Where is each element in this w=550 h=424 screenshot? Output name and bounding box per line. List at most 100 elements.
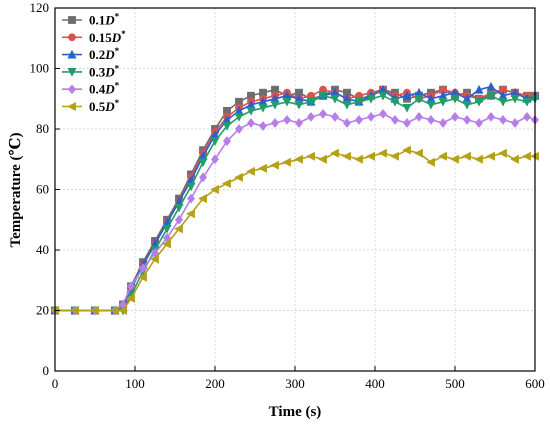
data-point [427, 115, 435, 125]
data-point [367, 112, 375, 122]
data-point [354, 154, 363, 164]
y-axis-title: Temperature (℃) [8, 132, 24, 247]
series-line [55, 149, 535, 312]
data-point [426, 157, 435, 167]
data-point [499, 115, 507, 125]
legend-label: 0.15D* [89, 29, 126, 45]
legend: 0.1D*0.15D*0.2D*0.3D*0.4D*0.5D* [62, 12, 126, 114]
data-point [318, 91, 328, 101]
data-point [474, 97, 484, 107]
data-point [415, 112, 423, 122]
data-point [282, 97, 292, 107]
legend-item: 0.15D* [62, 29, 126, 45]
data-point [295, 118, 303, 128]
legend-item: 0.1D* [62, 12, 120, 28]
data-point [150, 254, 159, 264]
legend-label-variable: D [104, 47, 115, 62]
data-point [330, 94, 340, 104]
data-point [403, 118, 411, 128]
data-point [270, 160, 279, 170]
data-point [294, 154, 303, 164]
data-point [174, 203, 184, 213]
legend-label-superscript: * [115, 81, 120, 91]
legend-marker [67, 68, 77, 77]
legend-marker [67, 49, 77, 59]
data-point [258, 103, 268, 113]
data-point [307, 112, 315, 122]
data-point [438, 97, 448, 107]
data-point [523, 112, 531, 122]
x-tick-label: 600 [525, 376, 545, 391]
legend-item: 0.4D* [62, 81, 120, 97]
data-point [414, 148, 423, 158]
data-point [210, 137, 220, 146]
legend-label: 0.1D* [89, 12, 120, 28]
data-point [258, 163, 267, 173]
data-point [210, 185, 219, 194]
data-point [342, 100, 352, 110]
data-point [463, 115, 471, 125]
data-point [198, 158, 208, 168]
data-point [162, 224, 172, 234]
y-tick-label: 100 [30, 61, 50, 76]
legend-label-superscript: * [115, 63, 120, 73]
data-point [318, 154, 327, 164]
legend-label-variable: D [104, 13, 115, 28]
data-point [187, 193, 195, 204]
data-point [402, 103, 412, 113]
data-point [426, 100, 436, 110]
data-point [379, 109, 387, 119]
legend-marker [68, 33, 76, 42]
data-point [127, 281, 135, 292]
legend-label-number: 0.1 [89, 13, 105, 28]
data-point [439, 118, 447, 128]
data-point [70, 306, 79, 315]
legend-label-superscript: * [115, 98, 120, 108]
data-point [474, 154, 483, 164]
legend-marker [68, 84, 76, 95]
grid [55, 8, 535, 371]
legend-label-number: 0.3 [89, 64, 106, 79]
data-point [235, 124, 243, 134]
data-point [211, 154, 219, 165]
data-point [498, 148, 507, 158]
data-point [306, 151, 315, 161]
legend-item: 0.3D* [62, 63, 120, 79]
data-point [138, 272, 147, 282]
legend-label-number: 0.5 [89, 99, 106, 114]
data-point [391, 115, 399, 125]
data-point [247, 118, 255, 128]
x-tick-label: 400 [365, 376, 385, 391]
legend-label: 0.2D* [89, 46, 120, 62]
data-point [331, 112, 339, 122]
data-point [474, 84, 484, 94]
legend-marker [67, 102, 76, 111]
data-point [199, 172, 207, 183]
data-point [438, 151, 447, 161]
data-point [414, 94, 424, 104]
data-point [186, 209, 195, 219]
data-point [390, 97, 400, 107]
data-point [319, 109, 327, 119]
legend-label: 0.3D* [89, 63, 120, 79]
data-point [510, 154, 519, 164]
legend-label-superscript: * [115, 12, 120, 22]
data-point [498, 97, 508, 107]
data-point [246, 166, 255, 176]
data-point [126, 293, 135, 303]
series-line [55, 85, 536, 312]
legend-label-number: 0.15 [89, 30, 112, 45]
data-point [283, 115, 291, 125]
data-point [222, 122, 232, 131]
data-point [270, 100, 280, 110]
legend-label-number: 0.2 [89, 47, 105, 62]
data-point [246, 106, 256, 116]
series-line [55, 94, 536, 312]
legend-label-superscript: * [115, 46, 120, 56]
data-point [390, 151, 399, 161]
data-point [162, 239, 171, 249]
data-point [486, 91, 496, 101]
data-point [402, 145, 411, 155]
data-point [450, 94, 460, 104]
